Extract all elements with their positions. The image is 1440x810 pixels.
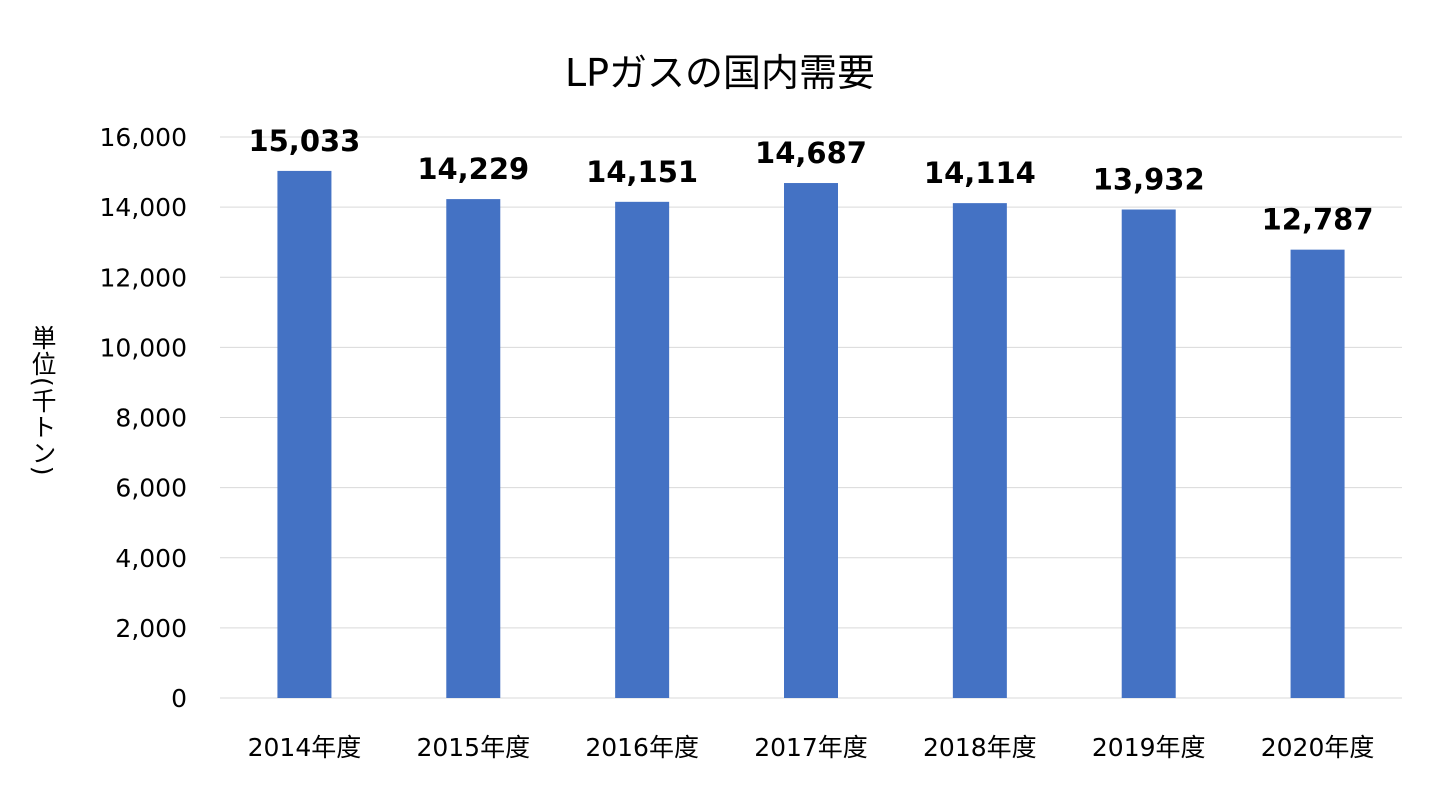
bar — [1290, 249, 1345, 698]
y-tick-label: 12,000 — [100, 263, 187, 292]
data-label: 14,151 — [586, 155, 698, 189]
x-tick-label: 2017年度 — [754, 733, 868, 762]
y-tick-label: 0 — [171, 684, 187, 713]
data-label: 15,033 — [248, 124, 360, 158]
y-tick-label: 14,000 — [100, 193, 187, 222]
x-tick-label: 2016年度 — [585, 733, 699, 762]
x-tick-label: 2014年度 — [248, 733, 362, 762]
x-tick-label: 2015年度 — [416, 733, 530, 762]
x-tick-label: 2018年度 — [923, 733, 1037, 762]
bar — [952, 203, 1007, 698]
data-label: 12,787 — [1262, 203, 1374, 237]
y-tick-label: 4,000 — [115, 544, 187, 573]
data-label: 14,229 — [417, 152, 529, 186]
bar — [277, 170, 332, 698]
bar — [446, 199, 501, 698]
y-tick-label: 8,000 — [115, 404, 187, 433]
bar — [615, 201, 670, 698]
bar — [1121, 209, 1176, 698]
y-tick-label: 10,000 — [100, 333, 187, 362]
x-tick-label: 2020年度 — [1261, 733, 1375, 762]
chart-title: LPガスの国内需要 — [564, 51, 876, 95]
y-tick-label: 2,000 — [115, 614, 187, 643]
x-tick-label: 2019年度 — [1092, 733, 1206, 762]
data-label: 13,932 — [1093, 163, 1205, 197]
y-tick-label: 16,000 — [100, 123, 187, 152]
bar — [784, 183, 838, 699]
data-label: 14,687 — [755, 136, 867, 170]
data-label: 14,114 — [924, 156, 1036, 190]
y-tick-label: 6,000 — [115, 474, 187, 503]
y-axis-label: 単位(千トン) — [28, 325, 57, 477]
